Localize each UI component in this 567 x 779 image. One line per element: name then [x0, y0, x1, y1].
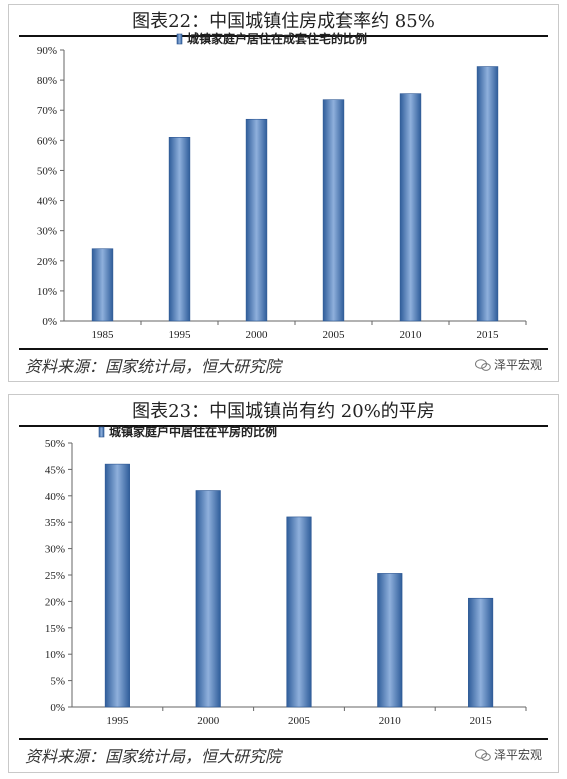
- wechat-icon: [474, 358, 491, 371]
- bar-2000: [195, 490, 221, 708]
- y-tick-label: 20%: [45, 596, 65, 608]
- y-tick-label: 20%: [37, 256, 57, 268]
- y-tick-label: 80%: [37, 75, 57, 87]
- bar-1985: [91, 248, 114, 322]
- legend-label: 城镇家庭户居住在成套住宅的比例: [187, 31, 367, 46]
- x-tick-label: 2015: [477, 329, 500, 341]
- y-tick-label: 35%: [45, 517, 65, 529]
- watermark: 泽平宏观: [474, 746, 542, 763]
- y-tick-label: 10%: [45, 649, 65, 661]
- x-tick-label: 1995: [169, 329, 192, 341]
- bar-2005: [286, 516, 312, 708]
- title-rule: [19, 425, 548, 427]
- legend-swatch: [176, 33, 183, 45]
- x-tick-label: 2010: [379, 715, 402, 727]
- source-note: 资料来源：国家统计局，恒大研究院: [25, 747, 282, 766]
- x-tick-label: 2005: [288, 715, 311, 727]
- y-tick-label: 5%: [50, 676, 65, 688]
- watermark-text: 泽平宏观: [493, 358, 542, 372]
- y-tick-label: 30%: [37, 226, 57, 238]
- bar-1995: [168, 137, 191, 322]
- bar-chart-housing-completeness: 0% 10% 20% 30% 40% 50% 60% 70% 80% 90% 1985 1995 200…: [37, 31, 527, 341]
- bar-2010: [399, 93, 422, 322]
- bar-chart-bungalow-share: 0% 5% 10% 15% 20% 25% 30% 35% 40% 45% 50% 1995 2000 2…: [45, 424, 527, 727]
- bar-2010: [377, 573, 403, 708]
- x-tick-label: 2000: [197, 715, 220, 727]
- chart-title: 图表22：中国城镇住房成套率约 85%: [132, 11, 435, 32]
- bar-1995: [104, 463, 130, 708]
- y-tick-label: 50%: [37, 165, 57, 177]
- y-tick-label: 0%: [50, 702, 65, 714]
- x-tick-label: 2005: [323, 329, 346, 341]
- x-tick-label: 1985: [92, 329, 115, 341]
- bar-2000: [245, 118, 268, 322]
- x-tick-label: 1995: [106, 715, 129, 727]
- x-tick-label: 2000: [246, 329, 269, 341]
- y-tick-label: 15%: [45, 623, 65, 635]
- legend-label: 城镇家庭户中居住在平房的比例: [109, 424, 277, 439]
- bar-2005: [322, 99, 345, 322]
- y-tick-label: 40%: [45, 491, 65, 503]
- watermark-text: 泽平宏观: [493, 748, 542, 762]
- y-tick-label: 90%: [37, 45, 57, 57]
- bar-2015: [468, 597, 494, 708]
- source-note: 资料来源：国家统计局，恒大研究院: [25, 357, 282, 376]
- y-tick-label: 60%: [37, 135, 57, 147]
- y-tick-label: 30%: [45, 544, 65, 556]
- y-tick-label: 45%: [45, 464, 65, 476]
- x-tick-label: 2015: [470, 715, 493, 727]
- wechat-icon: [474, 748, 491, 761]
- watermark: 泽平宏观: [474, 356, 542, 373]
- y-tick-label: 50%: [45, 438, 65, 450]
- chart-panel-2: 图表23：中国城镇尚有约 20%的平房 0% 5% 10% 15% 20% 25% 30% 3…: [8, 394, 559, 773]
- bar-2015: [476, 66, 499, 322]
- source-rule: [19, 738, 548, 740]
- y-tick-label: 70%: [37, 105, 57, 117]
- source-rule: [19, 348, 548, 350]
- y-tick-label: 40%: [37, 196, 57, 208]
- y-tick-label: 10%: [37, 286, 57, 298]
- chart-title: 图表23：中国城镇尚有约 20%的平房: [132, 401, 435, 422]
- y-tick-label: 25%: [45, 570, 65, 582]
- title-rule: [19, 35, 548, 37]
- chart-panel-1: 图表22：中国城镇住房成套率约 85% 0% 10% 20% 30% 40% 50% 60%…: [8, 4, 559, 382]
- x-tick-label: 2010: [400, 329, 423, 341]
- y-tick-label: 0%: [42, 316, 57, 328]
- legend-swatch: [98, 426, 105, 438]
